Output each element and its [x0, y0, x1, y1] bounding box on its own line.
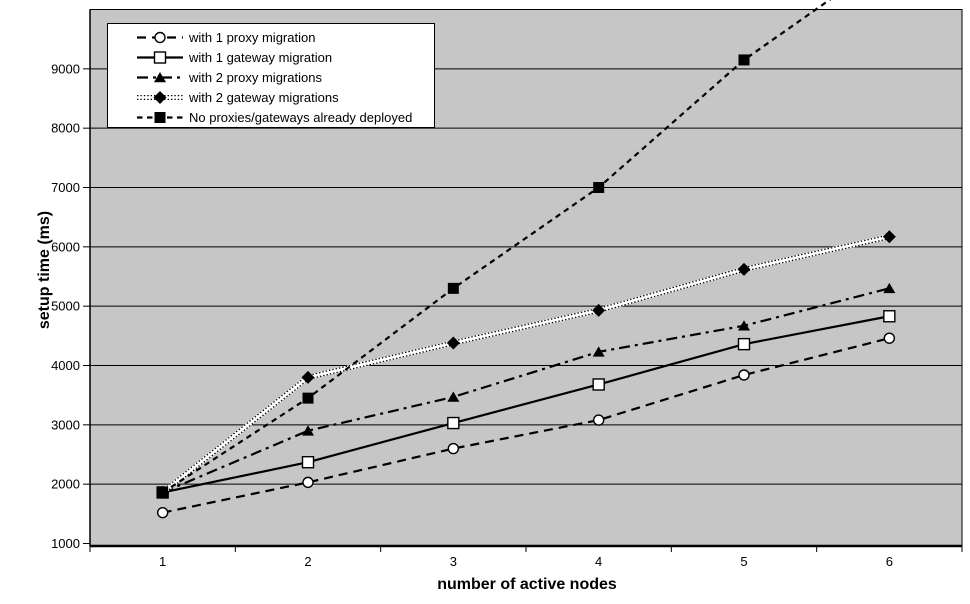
- square-open-legend-icon: [137, 50, 183, 64]
- diamond-filled-legend-icon: [137, 90, 183, 104]
- x-axis-title: number of active nodes: [437, 576, 617, 593]
- square-filled-legend-icon: [137, 111, 183, 123]
- y-axis-ticks: 1000 2000 3000 4000 5000 6000 7000 8000 9000: [51, 61, 90, 551]
- legend-item-label: with 2 proxy migrations: [189, 69, 322, 85]
- legend-item: with 2 gateway migrations: [136, 87, 434, 107]
- y-tick-label: 4000: [51, 358, 80, 373]
- gridlines: [90, 68, 962, 485]
- x-tick-label: 6: [886, 554, 893, 569]
- legend-item-label: with 2 gateway migrations: [189, 89, 339, 105]
- circle-open-legend-icon: [137, 31, 183, 43]
- y-tick-label: 3000: [51, 417, 80, 432]
- series-1: [156, 310, 896, 499]
- legend-item-label: with 1 proxy migration: [189, 29, 316, 45]
- x-tick-label: 2: [304, 554, 311, 569]
- y-tick-label: 8000: [51, 121, 80, 136]
- series-3: [156, 230, 896, 499]
- x-axis-ticks: 1 2 3 4 5 6: [89, 546, 963, 569]
- x-tick-label: 1: [159, 554, 166, 569]
- x-tick-label: 5: [740, 554, 747, 569]
- legend: with 1 proxy migration with 1 gateway mig…: [107, 23, 435, 128]
- y-tick-label: 1000: [51, 536, 80, 551]
- legend-item: No proxies/gateways already deployed: [136, 107, 434, 127]
- triangle-filled-legend-icon: [137, 71, 183, 82]
- y-tick-label: 7000: [51, 180, 80, 195]
- y-tick-label: 6000: [51, 239, 80, 254]
- x-tick-label: 3: [450, 554, 457, 569]
- legend-item: with 1 proxy migration: [136, 27, 434, 47]
- series-0: [156, 332, 896, 519]
- y-tick-label: 2000: [51, 477, 80, 492]
- y-tick-label: 5000: [51, 299, 80, 314]
- x-tick-label: 4: [595, 554, 602, 569]
- legend-item: with 1 gateway migration: [136, 47, 434, 67]
- y-tick-label: 9000: [51, 61, 80, 76]
- legend-item: with 2 proxy migrations: [136, 67, 434, 87]
- y-axis-title: setup time (ms): [36, 210, 53, 330]
- legend-item-label: No proxies/gateways already deployed: [189, 109, 413, 125]
- series-4: [157, 0, 832, 498]
- legend-item-label: with 1 gateway migration: [189, 49, 333, 65]
